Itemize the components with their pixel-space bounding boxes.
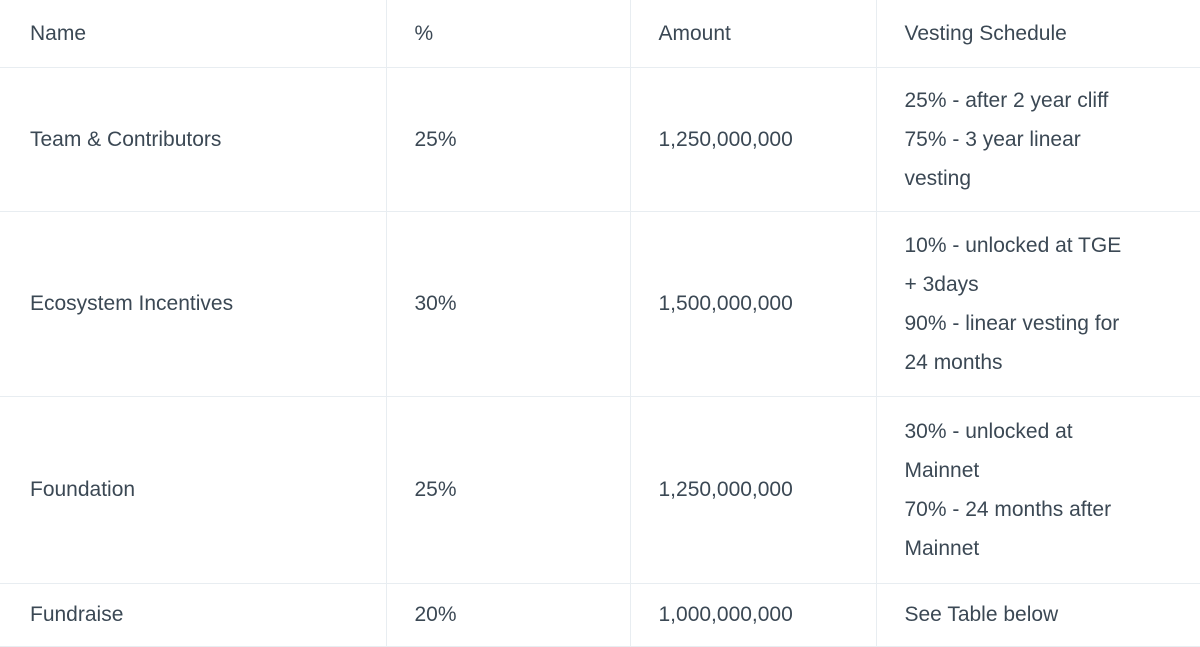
cell-amount: 1,000,000,000: [630, 583, 877, 647]
table-row: Fundraise 20% 1,000,000,000 See Table be…: [0, 583, 1200, 647]
table-row: Foundation 25% 1,250,000,000 30% - unloc…: [0, 396, 1200, 584]
cell-amount: 1,500,000,000: [630, 211, 877, 397]
cell-vesting-schedule: 25% - after 2 year cliff 75% - 3 year li…: [876, 67, 1200, 212]
vesting-schedule-text: 10% - unlocked at TGE + 3days 90% - line…: [904, 233, 1122, 374]
cell-vesting-schedule: 30% - unlocked at Mainnet 70% - 24 month…: [876, 396, 1200, 584]
cell-amount: 1,250,000,000: [630, 396, 877, 584]
column-header-amount: Amount: [630, 0, 877, 68]
cell-name: Fundraise: [0, 583, 387, 647]
table-row: Ecosystem Incentives 30% 1,500,000,000 1…: [0, 211, 1200, 397]
cell-vesting-schedule: See Table below: [876, 583, 1200, 647]
cell-name: Team & Contributors: [0, 67, 387, 212]
cell-name: Foundation: [0, 396, 387, 584]
vesting-schedule-text: 30% - unlocked at Mainnet 70% - 24 month…: [904, 419, 1112, 560]
table-row: Team & Contributors 25% 1,250,000,000 25…: [0, 67, 1200, 212]
cell-percent: 30%: [386, 211, 631, 397]
header-row: Name % Amount Vesting Schedule: [0, 0, 1200, 68]
cell-percent: 20%: [386, 583, 631, 647]
cell-vesting-schedule: 10% - unlocked at TGE + 3days 90% - line…: [876, 211, 1200, 397]
vesting-schedule-text: 25% - after 2 year cliff 75% - 3 year li…: [904, 88, 1109, 190]
column-header-name: Name: [0, 0, 387, 68]
cell-amount: 1,250,000,000: [630, 67, 877, 212]
cell-percent: 25%: [386, 67, 631, 212]
cell-name: Ecosystem Incentives: [0, 211, 387, 397]
cell-percent: 25%: [386, 396, 631, 584]
column-header-vesting-schedule: Vesting Schedule: [876, 0, 1200, 68]
vesting-schedule-text: See Table below: [904, 603, 1059, 626]
column-header-percent: %: [386, 0, 631, 68]
